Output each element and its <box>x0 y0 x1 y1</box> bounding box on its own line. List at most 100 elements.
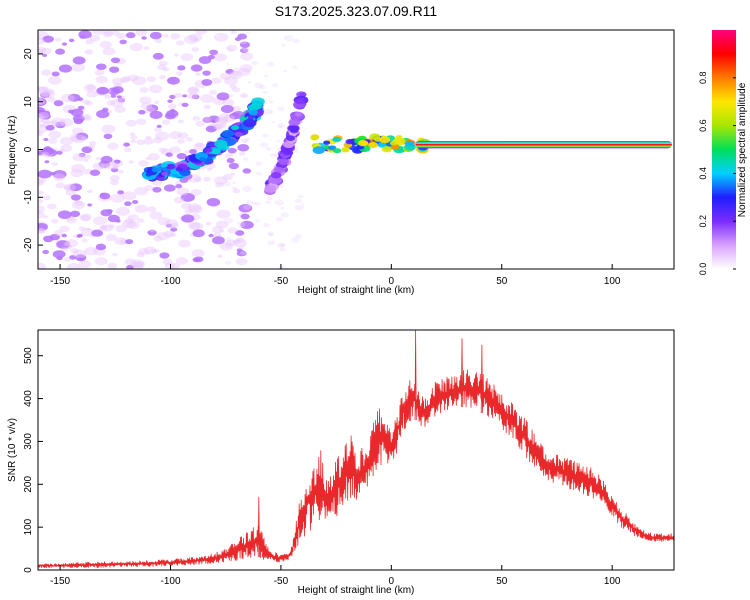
noise-speck <box>163 184 176 192</box>
colorbar-tick-label: 0.6 <box>698 119 708 132</box>
spectrogram-x-tick-label: -50 <box>274 276 289 287</box>
noise-speck <box>55 182 65 189</box>
noise-speck <box>92 216 108 226</box>
noise-speck <box>57 210 72 219</box>
track-blob <box>160 163 168 168</box>
noise-speck <box>241 138 249 144</box>
noise-speck <box>105 161 119 170</box>
snr-y-ticks: 0 100 200 300 400 500 <box>23 347 43 573</box>
noise-speck <box>239 151 246 156</box>
noise-speck <box>138 160 149 167</box>
noise-speck <box>146 104 159 113</box>
noise-speck <box>225 63 230 66</box>
noise-speck <box>65 189 77 196</box>
noise-speck <box>112 252 118 257</box>
noise-speck <box>42 35 54 43</box>
snr-y-tick-label: 200 <box>23 476 34 493</box>
noise-speck <box>224 152 234 159</box>
noise-speck <box>183 34 199 44</box>
noise-speck <box>158 147 167 153</box>
spectrogram-y-tick-label: -10 <box>23 190 34 205</box>
noise-speck <box>100 163 110 170</box>
noise-speck <box>55 37 62 42</box>
noise-speck <box>238 203 253 213</box>
noise-speck <box>187 92 198 100</box>
noise-speck <box>72 56 86 65</box>
noise-speck <box>181 202 192 210</box>
noise-speck <box>180 192 195 202</box>
noise-speck <box>124 258 136 266</box>
noise-speck <box>283 70 287 73</box>
snr-x-tick-label: -100 <box>160 576 180 587</box>
noise-speck <box>225 239 237 247</box>
noise-speck <box>231 70 240 76</box>
noise-speck <box>38 262 46 269</box>
noise-speck <box>189 148 198 154</box>
noise-speck <box>117 190 125 195</box>
noise-speck <box>152 52 164 60</box>
noise-speck <box>71 134 86 144</box>
noise-speck <box>72 153 86 162</box>
noise-speck <box>94 257 108 266</box>
noise-speck <box>192 115 201 121</box>
noise-speck <box>98 225 108 231</box>
noise-speck <box>219 242 234 251</box>
noise-speck <box>251 201 257 205</box>
snr-x-tick-label: 50 <box>496 576 508 587</box>
noise-speck <box>126 221 140 230</box>
colorbar-ticks: 0.0 0.2 0.4 0.6 0.8 <box>698 72 736 275</box>
noise-speck <box>110 167 119 173</box>
track-blob <box>230 125 240 131</box>
noise-speck <box>187 203 202 212</box>
noise-speck <box>51 117 66 127</box>
noise-speck <box>144 184 154 191</box>
noise-speck <box>83 84 97 93</box>
noise-speck <box>220 104 234 114</box>
noise-speck <box>266 61 275 67</box>
noise-speck <box>115 206 131 216</box>
noise-speck <box>219 123 227 129</box>
noise-speck <box>42 195 51 201</box>
noise-speck <box>224 260 232 265</box>
noise-speck <box>165 223 172 228</box>
noise-speck <box>232 239 241 245</box>
track-blob <box>379 136 391 144</box>
noise-speck <box>277 106 285 112</box>
noise-speck <box>69 255 77 260</box>
noise-speck <box>89 169 101 177</box>
noise-speck <box>109 174 120 182</box>
noise-speck <box>83 158 89 162</box>
noise-speck <box>78 256 85 261</box>
noise-speck <box>86 90 98 98</box>
noise-speck <box>223 217 234 224</box>
noise-speck <box>198 56 212 64</box>
noise-speck <box>169 94 176 99</box>
noise-speck <box>292 38 300 44</box>
noise-speck <box>140 102 153 110</box>
track-blob <box>333 148 342 154</box>
noise-speck <box>215 182 224 188</box>
noise-speck <box>96 86 109 95</box>
noise-speck <box>182 94 188 98</box>
noise-speck <box>294 150 299 154</box>
noise-speck <box>268 233 274 237</box>
noise-speck <box>38 124 49 133</box>
noise-speck <box>267 240 276 246</box>
noise-speck <box>177 119 184 124</box>
noise-speck <box>100 41 112 49</box>
noise-speck <box>130 139 137 144</box>
noise-speck <box>173 53 179 57</box>
noise-speck <box>148 153 160 161</box>
noise-speck <box>134 204 148 213</box>
noise-speck <box>203 116 212 122</box>
noise-speck <box>145 135 152 140</box>
track-blob <box>404 140 415 147</box>
noise-speck <box>162 119 171 125</box>
noise-speck <box>112 164 120 170</box>
noise-speck <box>162 67 170 72</box>
noise-speck <box>41 90 55 99</box>
noise-speck <box>231 106 241 113</box>
noise-speck <box>74 200 84 206</box>
noise-speck <box>80 228 95 237</box>
noise-speck <box>133 260 146 269</box>
